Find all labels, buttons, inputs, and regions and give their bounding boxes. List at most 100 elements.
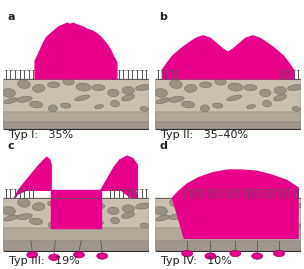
Bar	[155, 228, 301, 241]
Ellipse shape	[2, 206, 16, 215]
Ellipse shape	[4, 215, 18, 221]
Ellipse shape	[274, 87, 286, 94]
Ellipse shape	[60, 103, 71, 108]
Polygon shape	[162, 36, 294, 79]
Ellipse shape	[244, 84, 257, 91]
Polygon shape	[15, 157, 51, 198]
Ellipse shape	[4, 98, 18, 104]
Ellipse shape	[2, 89, 16, 97]
Ellipse shape	[292, 223, 301, 228]
Ellipse shape	[247, 221, 256, 225]
Ellipse shape	[228, 83, 243, 91]
Ellipse shape	[76, 83, 91, 91]
Ellipse shape	[260, 207, 271, 215]
Ellipse shape	[33, 84, 45, 92]
Ellipse shape	[274, 94, 287, 101]
Ellipse shape	[288, 203, 303, 209]
Ellipse shape	[182, 250, 193, 257]
Ellipse shape	[169, 96, 184, 102]
Ellipse shape	[185, 84, 197, 92]
Ellipse shape	[247, 104, 256, 109]
Ellipse shape	[263, 100, 271, 107]
Ellipse shape	[29, 101, 43, 108]
Ellipse shape	[185, 203, 197, 211]
Ellipse shape	[122, 94, 135, 101]
Ellipse shape	[122, 205, 134, 213]
Ellipse shape	[33, 203, 45, 211]
Ellipse shape	[252, 253, 263, 259]
Ellipse shape	[169, 214, 184, 220]
Ellipse shape	[154, 206, 168, 215]
Bar	[155, 122, 301, 129]
Bar	[3, 228, 149, 241]
Bar	[155, 198, 301, 228]
Bar	[3, 112, 149, 122]
Ellipse shape	[274, 250, 285, 257]
Bar	[155, 112, 301, 122]
Ellipse shape	[199, 82, 212, 88]
Bar	[155, 79, 301, 112]
Text: a: a	[7, 12, 15, 22]
Ellipse shape	[156, 98, 170, 104]
Ellipse shape	[228, 201, 243, 210]
Ellipse shape	[140, 107, 149, 111]
Ellipse shape	[75, 95, 90, 101]
Ellipse shape	[111, 217, 119, 224]
Ellipse shape	[18, 80, 30, 89]
Ellipse shape	[215, 197, 226, 204]
Bar	[3, 79, 149, 112]
Ellipse shape	[199, 201, 212, 206]
Ellipse shape	[288, 84, 303, 91]
Ellipse shape	[17, 96, 32, 102]
Ellipse shape	[260, 89, 271, 97]
Ellipse shape	[156, 215, 170, 221]
Ellipse shape	[97, 253, 108, 259]
Text: Typ III:   19%: Typ III: 19%	[9, 256, 80, 266]
Ellipse shape	[154, 89, 168, 97]
Ellipse shape	[170, 199, 182, 207]
Ellipse shape	[29, 218, 43, 225]
Ellipse shape	[212, 103, 223, 108]
Ellipse shape	[92, 203, 105, 209]
Ellipse shape	[75, 213, 90, 218]
Bar	[155, 241, 301, 251]
Ellipse shape	[47, 82, 60, 88]
Ellipse shape	[74, 252, 85, 258]
Polygon shape	[101, 156, 137, 190]
Ellipse shape	[122, 212, 135, 218]
Ellipse shape	[274, 205, 286, 213]
Text: Typ II:   35–40%: Typ II: 35–40%	[161, 130, 248, 140]
Ellipse shape	[60, 220, 71, 225]
Ellipse shape	[27, 252, 38, 258]
Ellipse shape	[227, 213, 242, 218]
Ellipse shape	[108, 207, 119, 215]
Ellipse shape	[274, 212, 287, 218]
Ellipse shape	[63, 197, 74, 204]
Ellipse shape	[205, 253, 216, 259]
Ellipse shape	[47, 201, 60, 206]
Ellipse shape	[136, 84, 151, 91]
Ellipse shape	[63, 78, 74, 85]
Ellipse shape	[92, 84, 105, 91]
Ellipse shape	[244, 203, 257, 209]
Polygon shape	[35, 23, 117, 79]
Ellipse shape	[136, 203, 151, 209]
Polygon shape	[101, 184, 137, 198]
Ellipse shape	[227, 95, 242, 101]
Ellipse shape	[108, 89, 119, 97]
Polygon shape	[51, 190, 101, 228]
Ellipse shape	[263, 217, 271, 224]
Bar	[3, 198, 149, 228]
Ellipse shape	[200, 105, 209, 112]
Ellipse shape	[170, 80, 182, 89]
Bar	[3, 122, 149, 129]
Ellipse shape	[140, 223, 149, 228]
Ellipse shape	[48, 221, 57, 228]
Text: d: d	[159, 141, 167, 151]
Ellipse shape	[111, 100, 119, 107]
Ellipse shape	[181, 218, 195, 225]
Ellipse shape	[49, 254, 60, 260]
Ellipse shape	[95, 104, 104, 109]
Ellipse shape	[18, 199, 30, 207]
Ellipse shape	[230, 250, 241, 257]
